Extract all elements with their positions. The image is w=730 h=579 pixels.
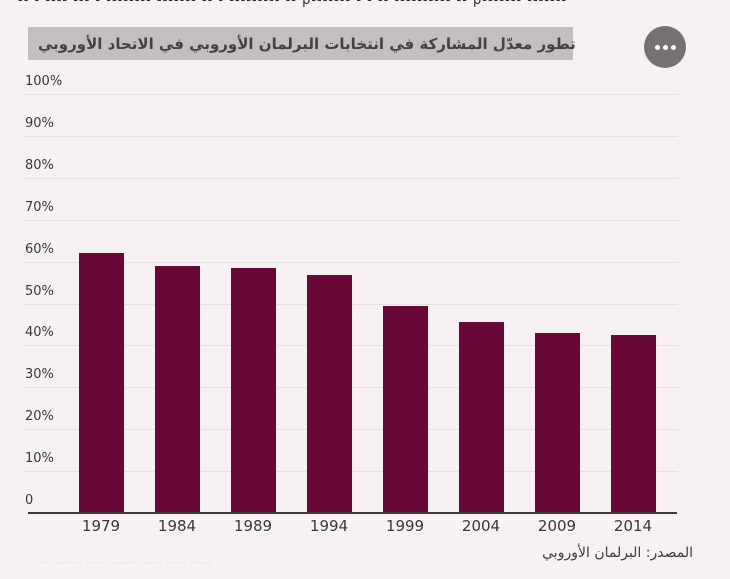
x-axis-label-2004: 2004 bbox=[461, 517, 501, 535]
bar-2004[interactable] bbox=[458, 322, 504, 512]
x-axis-label-2009: 2009 bbox=[537, 517, 577, 535]
gridline-10 bbox=[25, 471, 678, 473]
y-axis-label-80: 80% bbox=[25, 157, 54, 173]
bar-2009[interactable] bbox=[534, 332, 580, 512]
clipped-text-fragment: -- - ---- --- - -------- ------- -- - --… bbox=[18, 0, 568, 8]
bar-1989[interactable] bbox=[230, 268, 276, 512]
source-label: المصدر: البرلمان الأوروبي bbox=[542, 545, 693, 561]
gridline-70 bbox=[25, 219, 678, 221]
bar-1984[interactable] bbox=[154, 265, 200, 512]
clipped-text-line-top: -- - ---- --- - -------- ------- -- - --… bbox=[18, 0, 718, 9]
clipped-text-line-bottom: -- - --- ------ ---- -------- ---- -----… bbox=[20, 558, 220, 566]
y-axis-label-0: 0 bbox=[25, 493, 34, 508]
gridline-20 bbox=[25, 429, 678, 431]
x-axis-line bbox=[28, 512, 677, 514]
y-axis-label-70: 70% bbox=[25, 199, 54, 215]
gridline-40 bbox=[25, 345, 678, 347]
x-axis-label-1999: 1999 bbox=[385, 517, 425, 535]
bar-1979[interactable] bbox=[78, 253, 124, 512]
y-axis-label-10: 10% bbox=[25, 451, 54, 467]
chart-title: تطور معدّل المشاركة في انتخابات البرلمان… bbox=[38, 34, 576, 53]
bar-2014[interactable] bbox=[610, 334, 656, 512]
y-axis-label-60: 60% bbox=[25, 241, 54, 257]
x-axis-label-1994: 1994 bbox=[309, 517, 349, 535]
bar-1999[interactable] bbox=[382, 305, 428, 512]
ellipsis-icon bbox=[654, 44, 676, 50]
gridline-100 bbox=[25, 94, 678, 95]
chart-title-banner: تطور معدّل المشاركة في انتخابات البرلمان… bbox=[28, 27, 576, 60]
gridline-80 bbox=[25, 177, 678, 179]
y-axis-label-30: 30% bbox=[25, 367, 54, 383]
x-axis-label-1979: 1979 bbox=[81, 517, 121, 535]
y-axis-label-90: 90% bbox=[25, 115, 54, 131]
bar-1994[interactable] bbox=[306, 275, 352, 512]
gridline-30 bbox=[25, 387, 678, 389]
options-button[interactable] bbox=[644, 26, 686, 68]
gridline-60 bbox=[25, 261, 678, 263]
x-axis-label-1989: 1989 bbox=[233, 517, 273, 535]
gridline-90 bbox=[25, 135, 678, 137]
y-axis-label-50: 50% bbox=[25, 283, 54, 299]
y-axis-label-100: 100% bbox=[25, 74, 63, 89]
gridline-50 bbox=[25, 303, 678, 305]
y-axis-label-20: 20% bbox=[25, 409, 54, 425]
x-axis-label-1984: 1984 bbox=[157, 517, 197, 535]
clipped-text-fragment: -- - --- ------ ---- -------- ---- -----… bbox=[20, 558, 213, 566]
y-axis-label-40: 40% bbox=[25, 325, 54, 341]
x-axis-label-2014: 2014 bbox=[613, 517, 653, 535]
